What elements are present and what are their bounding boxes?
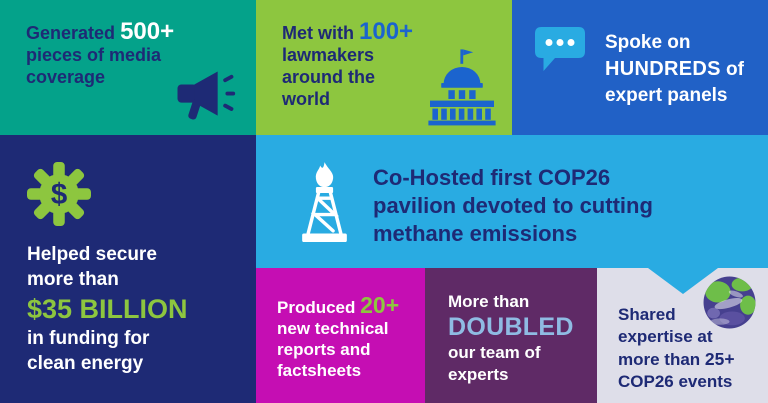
shared-expertise-text: Shared expertise at more than 25+ COP26 … xyxy=(618,304,735,393)
tile-lawmakers: Met with 100+ lawmakers around the world xyxy=(256,0,512,135)
stat-25-plus: 25+ xyxy=(704,349,735,369)
stat-500-plus: 500+ xyxy=(120,18,175,45)
text-line: Spoke on xyxy=(605,32,691,53)
stat-doubled: DOUBLED xyxy=(448,313,574,341)
expert-panels-text: Spoke on HUNDREDS of expert panels xyxy=(605,30,744,109)
lawmakers-text: Met with 100+ lawmakers around the world xyxy=(282,18,414,110)
tile-expert-panels: Spoke on HUNDREDS of expert panels xyxy=(512,0,768,135)
gear-dollar-icon: $ xyxy=(27,162,91,226)
text-line: pavilion devoted to cutting xyxy=(373,193,653,218)
text-line: Generated 500+ xyxy=(26,18,175,45)
text-line: Met with 100+ xyxy=(282,18,414,45)
tile-team-doubled: More than DOUBLED our team of experts xyxy=(425,268,597,403)
megaphone-icon xyxy=(177,71,236,120)
tile-shared-expertise: Shared expertise at more than 25+ COP26 … xyxy=(597,268,768,403)
tile-technical-reports: Produced 20+ new technical reports and f… xyxy=(256,268,425,403)
oil-derrick-flare-icon xyxy=(302,162,347,243)
text-line: more than xyxy=(27,269,119,290)
capitol-building-icon xyxy=(428,49,496,126)
text-line: Helped secure xyxy=(27,244,157,265)
text-line: methane emissions xyxy=(373,221,578,246)
text-line: More than xyxy=(448,292,530,311)
text-line: reports and xyxy=(277,340,371,359)
text-line: around the xyxy=(282,67,375,87)
text-line: pieces of media xyxy=(26,45,162,65)
doubled-text: More than DOUBLED our team of experts xyxy=(448,291,574,386)
text-line: expertise at xyxy=(618,327,713,346)
media-coverage-text: Generated 500+ pieces of media coverage xyxy=(26,18,175,88)
text-line: in funding for xyxy=(27,328,150,349)
stat-hundreds: HUNDREDS xyxy=(605,58,721,80)
text-line: new technical xyxy=(277,319,389,338)
text-line: HUNDREDS of xyxy=(605,58,744,80)
text-line: Produced 20+ xyxy=(277,292,400,318)
speech-bubble-icon xyxy=(535,27,585,71)
text-line: lawmakers xyxy=(282,45,375,65)
text-line: our team of xyxy=(448,343,541,362)
dollar-sign-glyph: $ xyxy=(51,178,67,211)
tile-funding: $ Helped secure more than $35 BILLION in… xyxy=(0,135,256,403)
text-line: Co-Hosted first COP26 xyxy=(373,165,611,190)
chevron-down-pointer xyxy=(648,268,718,294)
text-line: expert panels xyxy=(605,85,728,106)
tile-media-coverage: Generated 500+ pieces of media coverage xyxy=(0,0,256,135)
stat-20-plus: 20+ xyxy=(360,292,400,318)
text-line: clean energy xyxy=(27,353,144,374)
cop26-text: Co-Hosted first COP26 pavilion devoted t… xyxy=(373,164,653,248)
text-line: factsheets xyxy=(277,361,362,380)
tile-cop26-pavilion: Co-Hosted first COP26 pavilion devoted t… xyxy=(256,135,768,268)
text-line: world xyxy=(282,89,330,109)
reports-text: Produced 20+ new technical reports and f… xyxy=(277,292,400,381)
text-line: experts xyxy=(448,365,509,384)
text-line: COP26 events xyxy=(618,372,733,391)
text-line: Shared xyxy=(618,305,676,324)
funding-text: Helped secure more than $35 BILLION in f… xyxy=(27,242,188,376)
stat-100-plus: 100+ xyxy=(359,18,414,45)
earth-globe-icon xyxy=(703,276,756,329)
stat-35-billion: $35 BILLION xyxy=(27,294,188,324)
text-line: more than 25+ xyxy=(618,349,735,369)
text-line: coverage xyxy=(26,67,106,87)
